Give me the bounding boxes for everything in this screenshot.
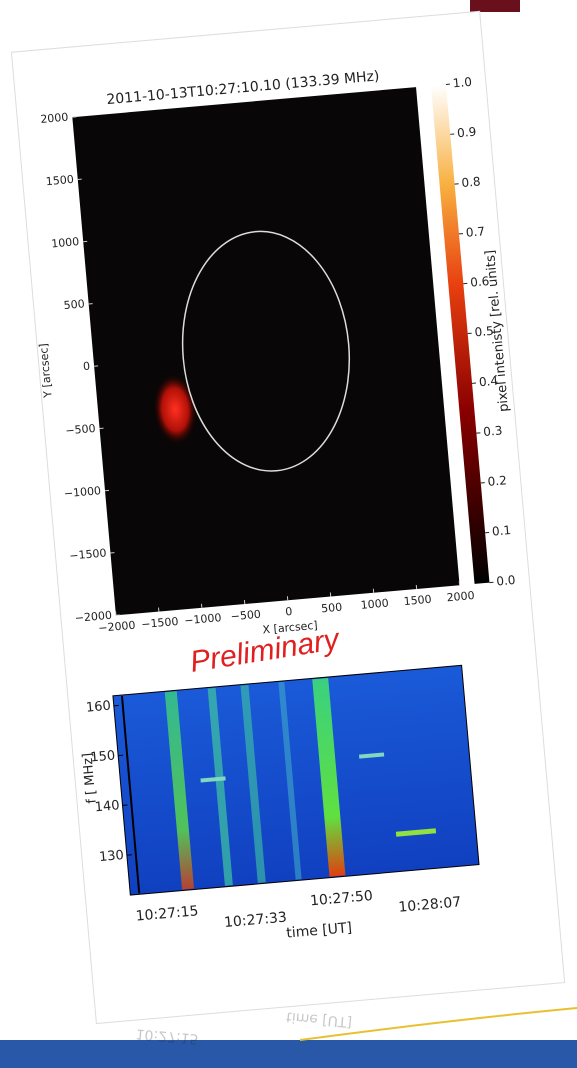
y-axis-label: Y [arcsec] [37,343,55,399]
colorbar-tick-label: 1.0 [452,75,472,91]
y-tick-label: 150 [90,748,116,765]
x-tick-label: 10:28:07 [398,894,462,915]
x-tick-label: 500 [321,601,343,616]
y-tick-label: −500 [65,422,96,438]
y-tick-label: 0 [83,360,91,374]
colorbar-tick-label: 0.4 [478,374,498,390]
x-tick-label: −500 [230,608,261,624]
y-tick-label: 2000 [40,111,69,126]
x-axis-label: X [arcsec] [262,619,318,637]
x-tick-label: 1000 [360,596,389,611]
colorbar-tick-label: 0.9 [457,125,477,141]
colorbar-tick-label: 0.3 [483,423,503,439]
x-tick-label: 2000 [446,589,475,604]
colorbar [430,84,490,584]
colorbar-tick-label: 0.5 [474,324,494,340]
reflected-tick-label: 10:27:15 [135,1025,199,1046]
reflected-axis-label: time [UT] [286,1008,353,1030]
x-tick-label: 1500 [403,593,432,608]
spectrogram-stripes [120,678,437,894]
x-tick-label: 0 [285,605,293,619]
footer-line [299,1007,577,1041]
x-axis-label: time [UT] [286,920,353,942]
x-tick-label: −1500 [141,615,179,631]
colorbar-tick-label: 0.8 [461,174,481,190]
image-area [72,87,460,616]
x-tick-label: 10:27:50 [309,888,373,909]
solar-limb [181,230,351,472]
y-tick-label: −1000 [63,484,101,500]
x-tick-label: 10:27:33 [223,910,287,931]
reflection: 10:27:15 time [UT] [135,1008,353,1046]
colorbar-tick-label: 0.0 [496,573,516,589]
x-tick-label: −1000 [184,611,222,627]
colorbar-tick-label: 0.6 [470,274,490,290]
y-axis-label: f [ MHz] [80,752,99,804]
y-tick-label: 1000 [51,235,80,250]
corner-logo [470,0,520,12]
colorbar-tick-label: 0.7 [465,224,485,240]
y-tick-label: 140 [94,798,120,815]
colorbar-tick-label: 0.2 [487,473,507,489]
x-tick-label: 10:27:15 [135,903,199,924]
x-tick-label: −2000 [98,619,136,635]
y-tick-label: −2000 [74,609,112,625]
y-tick-label: 1500 [45,173,74,188]
y-tick-label: 160 [85,699,111,716]
slide-figure: 2011-10-13T10:27:10.10 (133.39 MHz)−2000… [10,10,566,1025]
footer-bar [0,1040,577,1068]
radio-source [153,373,198,446]
y-tick-label: 500 [63,297,85,312]
y-tick-label: 130 [98,848,124,865]
colorbar-tick-label: 0.1 [491,523,511,539]
y-tick-label: −1500 [69,546,107,562]
spectrogram-area [112,664,480,896]
